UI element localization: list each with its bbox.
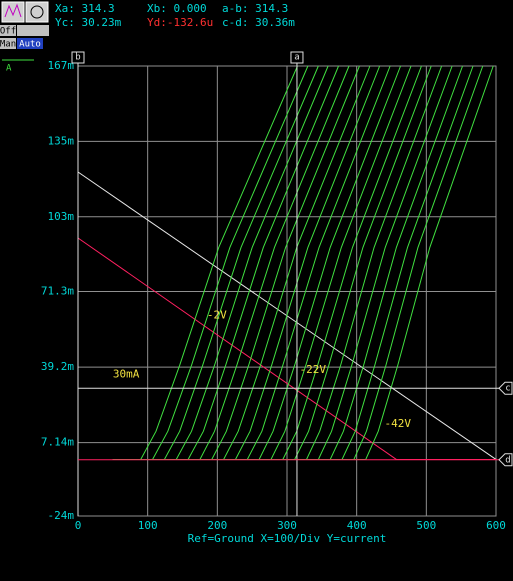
cursor-tag <box>498 381 513 395</box>
waveform-icon <box>4 3 22 18</box>
man-button[interactable] <box>0 38 16 49</box>
cursor-label: b <box>75 53 80 63</box>
annotation: -22V <box>300 363 327 376</box>
readout: c-d: 30.36m <box>222 16 295 29</box>
step-buttons[interactable] <box>17 25 49 36</box>
off-button[interactable] <box>0 25 16 36</box>
cursor-label: d <box>505 455 510 465</box>
cursor-label: c <box>505 384 510 394</box>
y-tick-label: 71.3m <box>41 284 74 297</box>
readout: Xa: 314.3 <box>55 2 115 15</box>
x-tick-label: 400 <box>347 519 367 532</box>
auto-label: Auto <box>19 40 41 50</box>
annotation: 30mA <box>113 368 140 381</box>
x-tick-label: 300 <box>277 519 297 532</box>
cursor-label: a <box>294 53 299 63</box>
x-tick-label: 500 <box>416 519 436 532</box>
x-tick-label: 0 <box>75 519 82 532</box>
annotation: -42V <box>385 417 412 430</box>
y-tick-label: -24m <box>48 509 75 522</box>
y-tick-label: 7.14m <box>41 436 74 449</box>
annotation: -2V <box>207 309 227 322</box>
cursor-tag <box>498 453 513 467</box>
off-label: Off <box>0 27 16 37</box>
readout: Xb: 0.000 <box>147 2 207 15</box>
readout: Yc: 30.23m <box>55 16 122 29</box>
waveform-button[interactable] <box>1 1 25 23</box>
y-tick-label: 167m <box>48 59 75 72</box>
y-tick-label: 103m <box>48 210 75 223</box>
cursor-tag <box>71 51 85 64</box>
x-tick-label: 100 <box>138 519 158 532</box>
cursor-tag <box>290 51 304 64</box>
x-axis-label: Ref=Ground X=100/Div Y=current <box>188 532 387 545</box>
man-label: Man <box>0 40 16 50</box>
readout: Yd:-132.6u <box>147 16 213 29</box>
y-tick-label: 39.2m <box>41 360 74 373</box>
refresh-button[interactable] <box>25 1 49 23</box>
auto-button[interactable] <box>17 38 43 49</box>
legend-label: A <box>6 64 12 74</box>
y-tick-label: 135m <box>48 134 75 147</box>
x-tick-label: 600 <box>486 519 506 532</box>
readout: a-b: 314.3 <box>222 2 288 15</box>
x-tick-label: 200 <box>207 519 227 532</box>
refresh-icon <box>30 5 44 19</box>
